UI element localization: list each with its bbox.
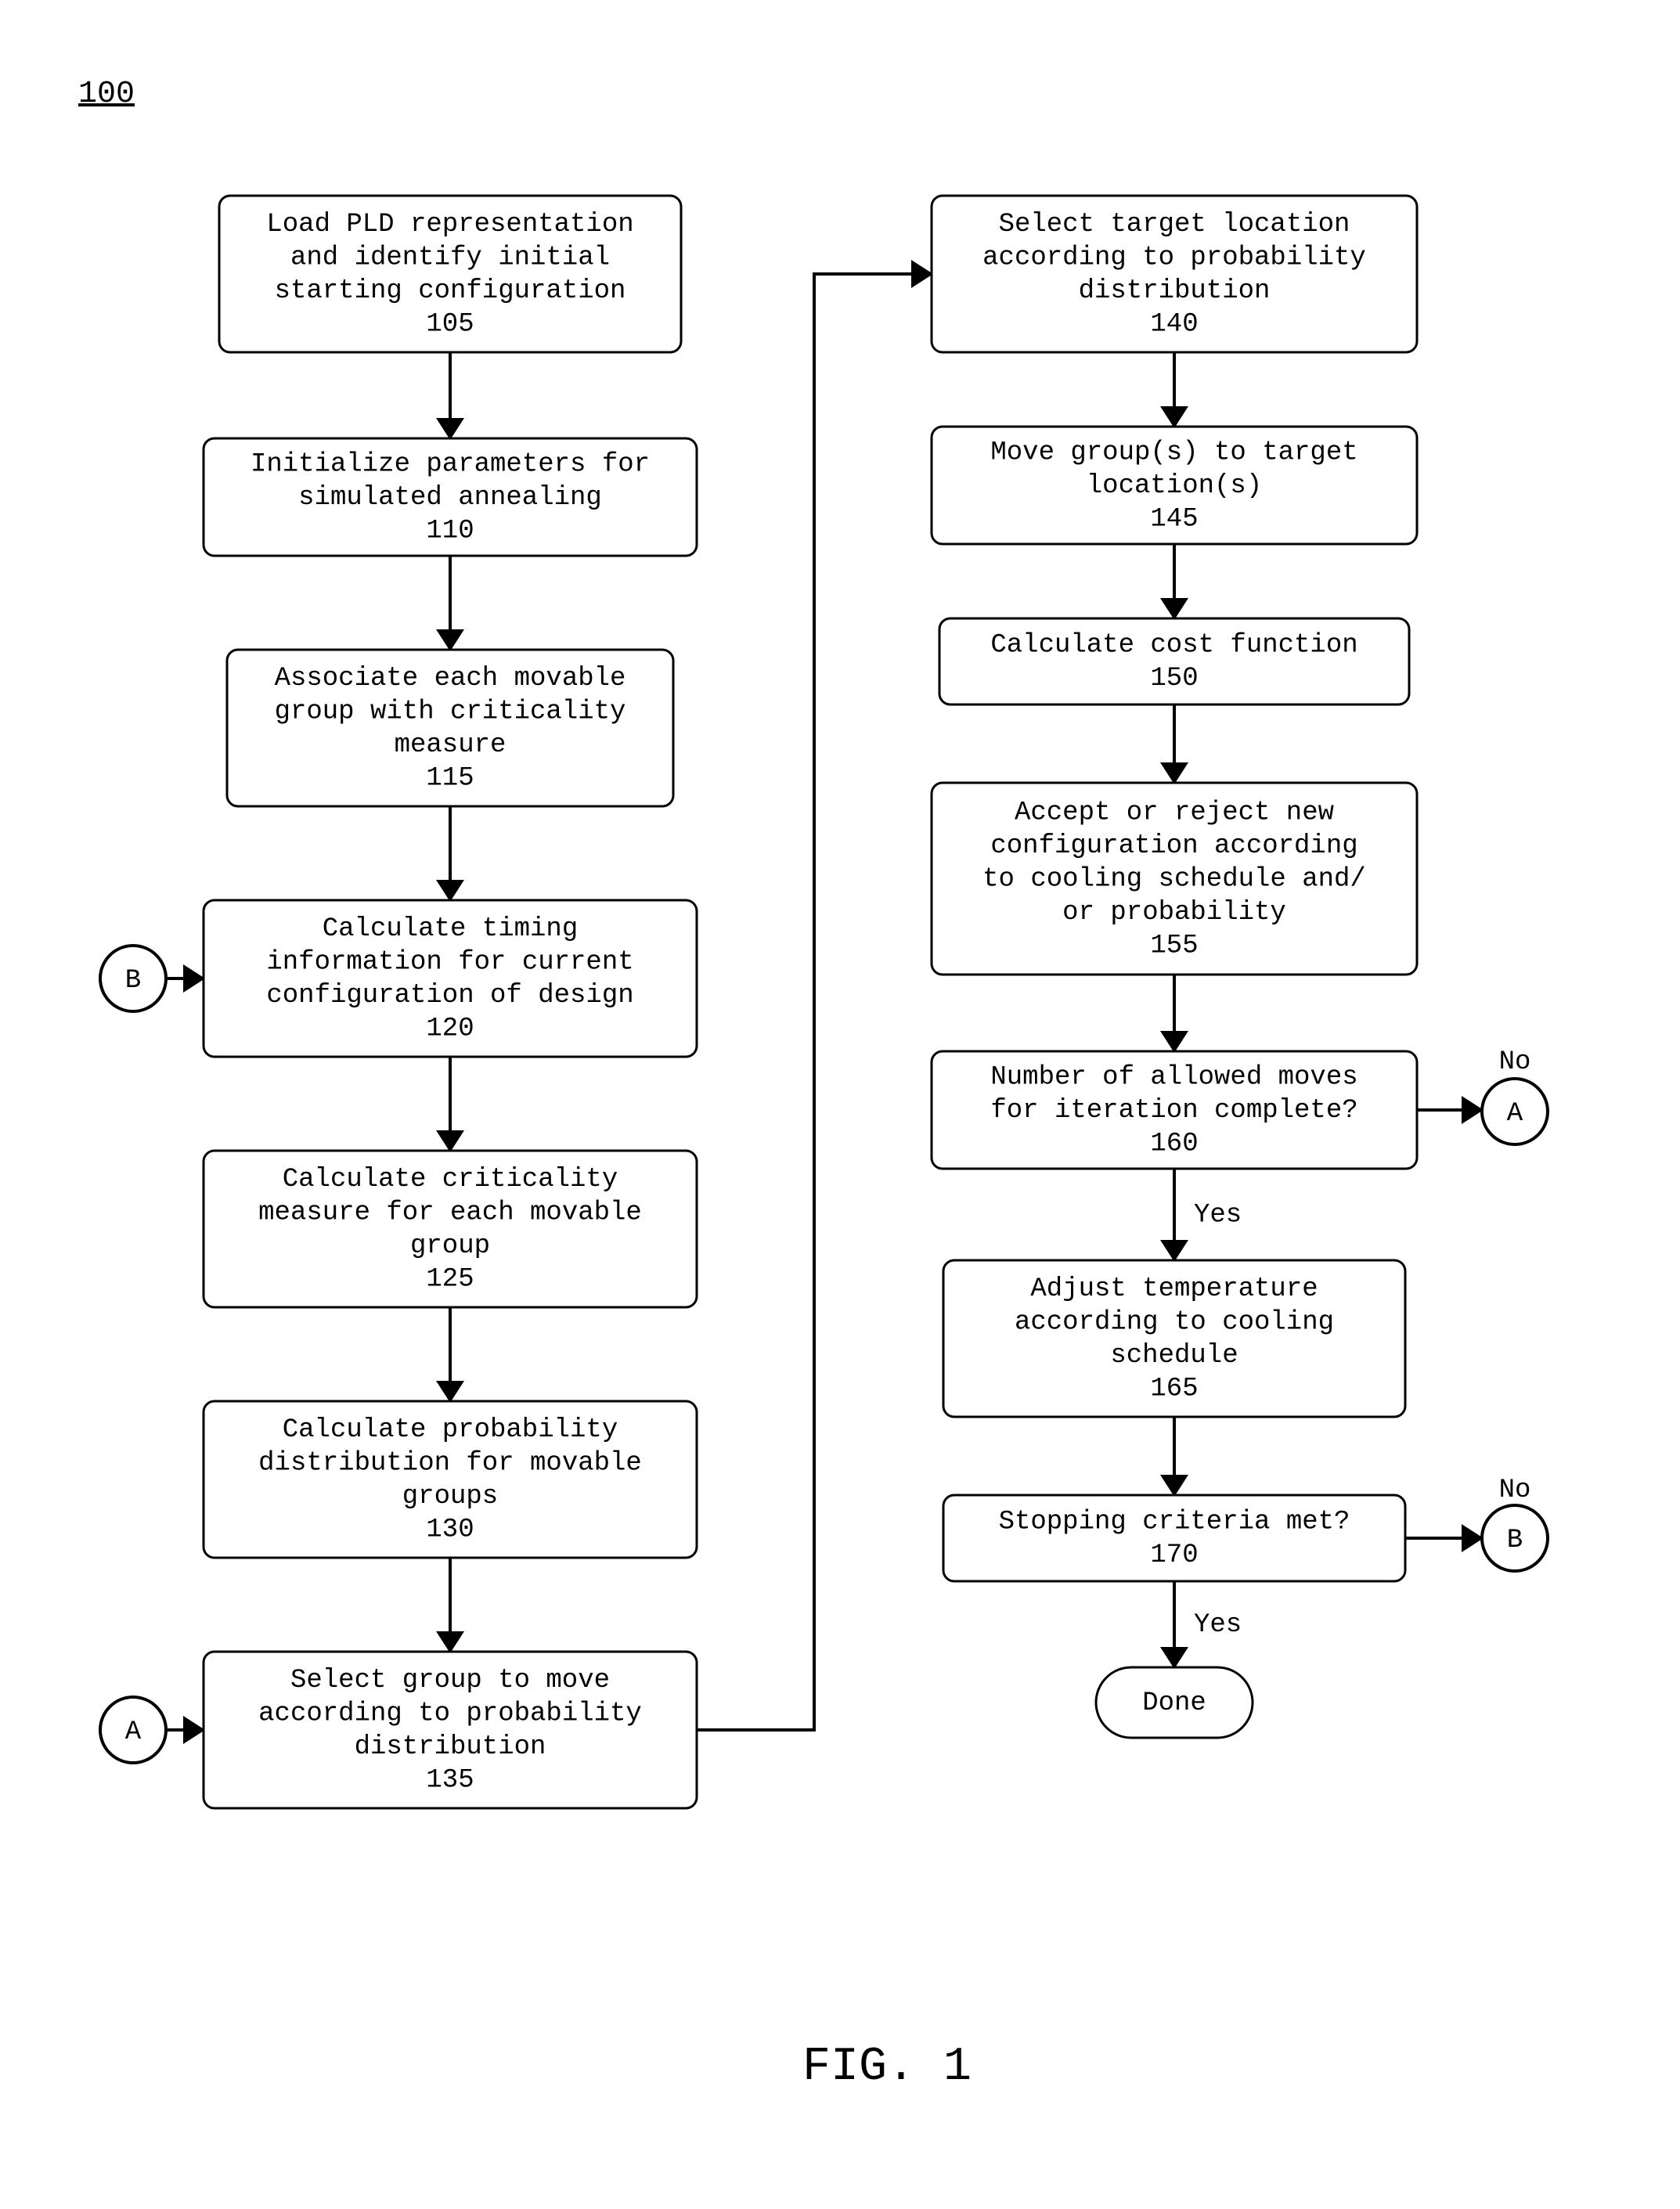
svg-text:B: B [1507,1526,1523,1555]
svg-text:115: 115 [426,764,474,794]
svg-text:according to cooling: according to cooling [1015,1308,1334,1338]
svg-text:information for current: information for current [266,948,633,978]
svg-text:configuration of design: configuration of design [266,981,633,1011]
svg-text:Select target location: Select target location [999,210,1350,240]
svg-text:measure: measure [395,730,507,760]
svg-text:165: 165 [1150,1375,1198,1404]
flow-node-n150: Calculate cost function150 [939,618,1409,705]
svg-text:130: 130 [426,1515,474,1545]
svg-text:105: 105 [426,310,474,340]
svg-text:Calculate probability: Calculate probability [283,1415,618,1445]
flowchart-canvas: 100 Yes Yes No No Load PLD representationand … [0,0,1680,2209]
svg-text:schedule: schedule [1110,1341,1238,1371]
svg-text:Stopping criteria met?: Stopping criteria met? [999,1508,1350,1537]
figure-label: FIG. 1 [802,2041,972,2094]
svg-text:distribution: distribution [1079,276,1271,306]
svg-text:A: A [1507,1099,1523,1129]
flow-node-n155: Accept or reject new configuration accord… [932,783,1417,975]
svg-text:Calculate timing: Calculate timing [323,914,578,944]
svg-text:145: 145 [1150,504,1198,534]
svg-text:125: 125 [426,1265,474,1295]
svg-text:Initialize parameters for: Initialize parameters for [251,449,650,479]
svg-text:A: A [125,1717,142,1747]
flow-node-n165: Adjust temperature according to coolingsc… [943,1260,1405,1417]
svg-text:location(s): location(s) [1087,471,1262,501]
connector-cB_out: B [1482,1505,1548,1571]
svg-text:group with criticality: group with criticality [275,697,626,727]
svg-text:according to probability: according to probability [258,1699,642,1729]
svg-text:No: No [1499,1476,1531,1505]
svg-text:Load PLD representation: Load PLD representation [266,210,633,240]
svg-text:Calculate cost function: Calculate cost function [990,631,1357,661]
svg-text:135: 135 [426,1766,474,1796]
svg-text:120: 120 [426,1014,474,1044]
svg-text:Done: Done [1142,1688,1206,1718]
svg-text:group: group [410,1231,490,1261]
svg-text:Move group(s) to target: Move group(s) to target [990,438,1357,467]
svg-text:Adjust temperature: Adjust temperature [1030,1274,1318,1304]
svg-text:distribution for movable: distribution for movable [258,1449,642,1479]
svg-text:170: 170 [1150,1541,1198,1570]
connector-cB_in: B [100,946,166,1011]
svg-text:according to probability: according to probability [982,243,1366,273]
svg-text:Number of allowed moves: Number of allowed moves [990,1062,1357,1092]
svg-text:configuration according: configuration according [990,831,1357,861]
flow-node-n125: Calculate criticalitymeasure for each mo… [204,1151,697,1307]
connector-cA_out: A [1482,1079,1548,1144]
svg-text:Associate each movable: Associate each movable [275,664,626,694]
flow-node-n135: Select group to move according to probabi… [204,1652,697,1808]
flow-node-n115: Associate each movablegroup with critica… [227,650,673,806]
flow-node-n110: Initialize parameters for simulated annea… [204,438,697,556]
svg-text:to cooling schedule and/: to cooling schedule and/ [982,864,1366,894]
svg-text:groups: groups [402,1482,498,1512]
flow-node-n170: Stopping criteria met? 170 [943,1495,1405,1581]
svg-text:measure for each movable: measure for each movable [258,1198,642,1228]
svg-text:150: 150 [1150,664,1198,694]
svg-text:Calculate criticality: Calculate criticality [283,1165,618,1195]
svg-text:140: 140 [1150,310,1198,340]
svg-text:simulated annealing: simulated annealing [298,483,602,513]
svg-text:Yes: Yes [1194,1610,1242,1640]
svg-text:Yes: Yes [1194,1200,1242,1230]
flow-terminator-done: Done [1096,1667,1253,1738]
svg-text:Select group to move: Select group to move [290,1666,610,1695]
flow-node-n105: Load PLD representationand identify init… [219,196,681,352]
flow-node-n130: Calculate probability distribution for mo… [204,1401,697,1558]
flow-node-n140: Select target locationaccording to proba… [932,196,1417,352]
connector-cA_in: A [100,1697,166,1763]
svg-text:No: No [1499,1047,1531,1077]
flow-node-n160: Number of allowed moves for iteration com… [932,1051,1417,1169]
svg-text:or probability: or probability [1062,898,1286,928]
svg-text:starting configuration: starting configuration [275,276,626,306]
diagram-title: 100 [78,77,135,112]
svg-text:distribution: distribution [355,1732,546,1762]
flow-node-n120: Calculate timing information for currentc… [204,900,697,1057]
flow-node-n145: Move group(s) to target location(s)145 [932,427,1417,544]
svg-text:B: B [125,966,141,996]
svg-text:110: 110 [426,516,474,546]
svg-text:Accept or reject new: Accept or reject new [1015,798,1335,827]
svg-text:for iteration complete?: for iteration complete? [990,1096,1357,1126]
svg-text:155: 155 [1150,931,1198,960]
svg-text:and identify initial: and identify initial [290,243,610,273]
svg-text:160: 160 [1150,1129,1198,1159]
